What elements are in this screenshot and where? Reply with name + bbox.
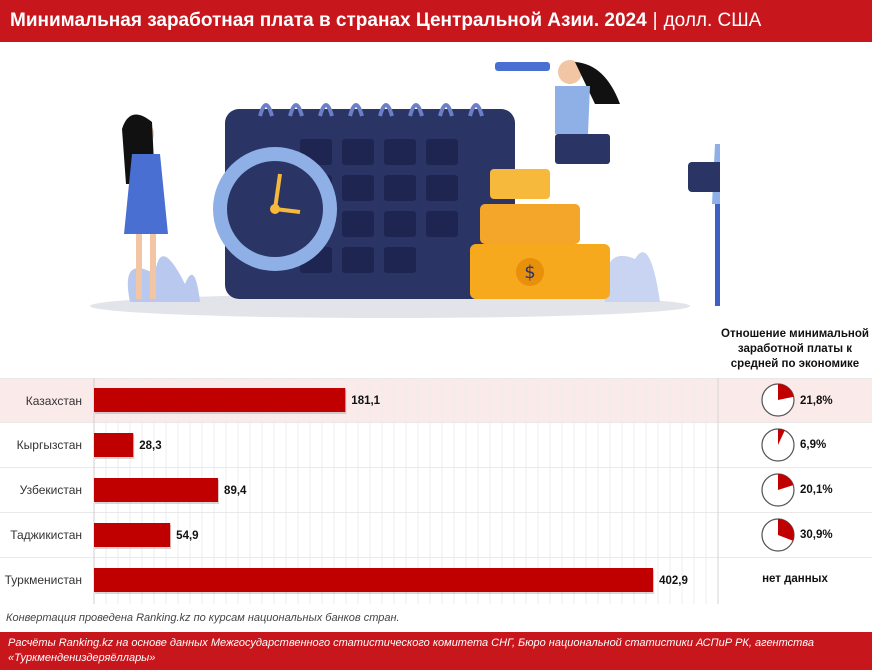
ratio-label-uzbekistan: 20,1% (800, 484, 833, 496)
chart-unit: долл. США (663, 10, 762, 31)
ratio-slice-uzbekistan (778, 474, 794, 490)
value-label-kyrgyzstan: 28,3 (139, 440, 161, 452)
value-label-tajikistan: 54,9 (176, 530, 198, 542)
bar-turkmenistan (94, 568, 654, 592)
category-label-uzbekistan: Узбекистан (19, 483, 82, 497)
ratio-label-tajikistan: 30,9% (800, 529, 833, 541)
ratio-header-line-3: средней по экономике (730, 358, 860, 370)
title-separator: | (652, 10, 658, 31)
category-label-tajikistan: Таджикистан (10, 528, 82, 542)
row-divider (0, 512, 872, 513)
value-label-uzbekistan: 89,4 (224, 485, 247, 497)
bar-kazakhstan (94, 388, 346, 412)
ratio-header-line-2: заработной платы к (737, 343, 853, 355)
bar-tajikistan (94, 523, 171, 547)
svg-text:$: $ (524, 262, 535, 283)
source-footer: Расчёты Ranking.kz на основе данных Межг… (0, 632, 872, 670)
ratio-label-kyrgyzstan: 6,9% (800, 439, 827, 451)
row-divider (0, 467, 872, 468)
header-bar: Минимальная заработная плата в странах Ц… (0, 0, 872, 42)
ratio-header-line-1: Отношение минимальной (721, 328, 869, 340)
ratio-label-turkmenistan: нет данных (762, 573, 828, 585)
calendar-clock-illustration: $ (90, 60, 720, 318)
category-label-kyrgyzstan: Кыргызстан (16, 438, 82, 452)
value-label-kazakhstan: 181,1 (351, 395, 380, 407)
source-line-1: Расчёты Ranking.kz на основе данных Межг… (8, 637, 814, 649)
value-label-turkmenistan: 402,9 (659, 575, 688, 587)
row-divider (0, 378, 872, 379)
ratio-label-kazakhstan: 21,8% (800, 395, 833, 407)
ratio-slice-kyrgyzstan (778, 429, 785, 445)
ratio-slice-tajikistan (778, 519, 794, 541)
conversion-note: Конвертация проведена Ranking.kz по курс… (6, 612, 400, 624)
category-label-kazakhstan: Казахстан (25, 394, 82, 408)
bar-uzbekistan (94, 478, 219, 502)
ratio-column-header: Отношение минимальной заработной платы к… (720, 327, 870, 372)
bar-kyrgyzstan (94, 433, 134, 457)
chart-title: Минимальная заработная плата в странах Ц… (10, 10, 647, 31)
row-divider (0, 422, 872, 423)
ratio-slice-kazakhstan (778, 384, 794, 400)
category-label-turkmenistan: Туркменистан (4, 573, 82, 587)
row-divider (0, 557, 872, 558)
source-line-2: «Туркмендениздеряёллары» (8, 652, 156, 664)
